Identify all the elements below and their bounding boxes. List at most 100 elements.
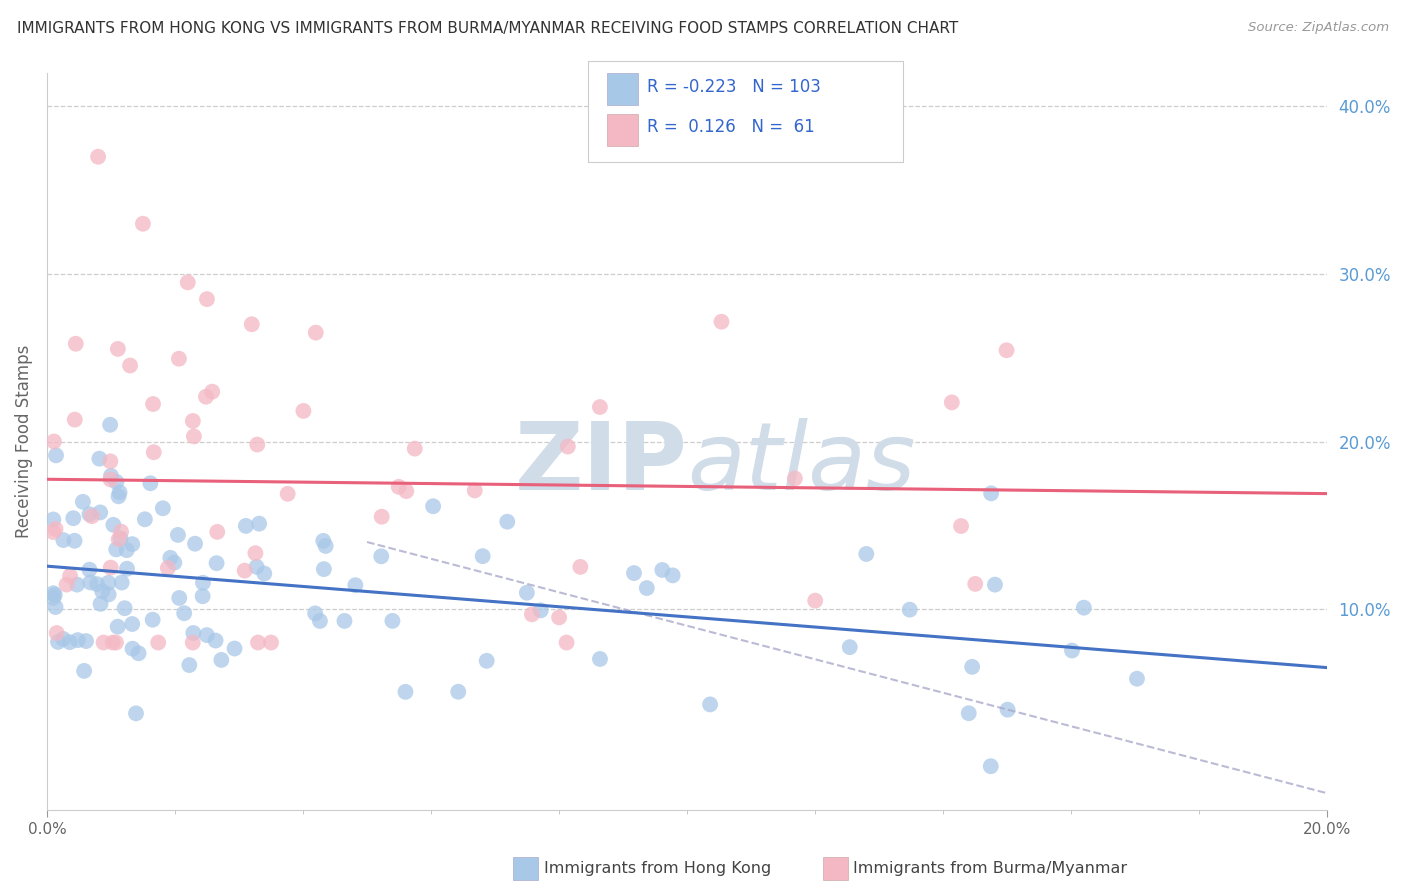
Point (115, 543, 138, 558)
Point (42, 524, 65, 539)
Text: ZIP: ZIP (515, 417, 688, 509)
Point (104, 635, 127, 649)
Point (995, 343, 1018, 358)
Point (100, 560, 122, 574)
Point (957, 706, 980, 721)
Point (555, 635, 578, 649)
Point (623, 566, 645, 580)
Point (388, 480, 411, 494)
Point (79, 563, 101, 577)
Point (855, 547, 877, 561)
Point (191, 589, 214, 603)
Point (115, 562, 138, 576)
Point (73, 664, 96, 678)
Point (699, 698, 721, 712)
Point (42, 586, 65, 600)
Point (120, 359, 142, 373)
Point (344, 578, 367, 592)
Point (980, 759, 1002, 773)
Point (114, 601, 136, 615)
Point (233, 564, 256, 578)
Point (245, 546, 267, 560)
Text: R = -0.223   N = 103: R = -0.223 N = 103 (647, 78, 821, 95)
Point (173, 606, 195, 620)
Point (191, 575, 214, 590)
Point (838, 640, 860, 654)
Point (105, 475, 128, 489)
Point (370, 509, 392, 524)
Point (404, 442, 426, 456)
Point (245, 559, 267, 574)
Point (520, 607, 543, 622)
Point (710, 315, 733, 329)
Point (159, 550, 181, 565)
Point (156, 561, 179, 575)
Point (304, 607, 326, 621)
Point (90, 597, 112, 611)
Point (235, 519, 257, 533)
Point (66, 633, 89, 648)
Point (79, 575, 101, 590)
Point (163, 556, 186, 570)
Point (277, 487, 299, 501)
Point (569, 560, 592, 574)
Point (207, 524, 229, 539)
Point (44, 600, 66, 615)
Point (247, 516, 270, 531)
Point (142, 445, 165, 459)
Y-axis label: Receiving Food Stamps: Receiving Food Stamps (15, 345, 32, 538)
Point (93, 635, 115, 649)
Point (134, 512, 156, 526)
Point (394, 685, 416, 699)
Point (121, 537, 143, 551)
Point (97, 587, 120, 601)
Point (240, 318, 263, 332)
Point (224, 641, 246, 656)
Point (121, 617, 143, 632)
Point (247, 635, 270, 649)
Point (950, 519, 973, 533)
Point (107, 342, 129, 356)
Point (107, 620, 129, 634)
Point (496, 515, 519, 529)
Point (142, 397, 165, 411)
Point (110, 531, 132, 545)
Point (86, 577, 108, 591)
Point (260, 635, 283, 649)
Text: Source: ZipAtlas.com: Source: ZipAtlas.com (1249, 21, 1389, 34)
Point (103, 517, 125, 532)
Point (960, 660, 983, 674)
Point (651, 563, 673, 577)
Point (98, 454, 121, 468)
Point (370, 549, 392, 564)
Point (105, 542, 128, 557)
Point (333, 614, 356, 628)
Point (107, 489, 129, 503)
Point (312, 562, 335, 576)
Point (179, 658, 201, 673)
Point (59, 569, 82, 583)
Point (87, 150, 110, 164)
Point (195, 390, 218, 404)
Point (516, 585, 538, 599)
Point (111, 575, 134, 590)
Point (42, 434, 65, 449)
Point (661, 568, 683, 582)
Point (63, 412, 86, 426)
Point (181, 414, 204, 428)
Point (395, 484, 418, 499)
Point (381, 614, 404, 628)
Point (52, 632, 75, 646)
Point (44, 588, 66, 602)
Point (167, 591, 190, 605)
Point (139, 476, 162, 491)
Point (204, 633, 226, 648)
Text: atlas: atlas (688, 418, 915, 509)
Point (65, 336, 87, 351)
Point (181, 635, 204, 649)
Point (589, 400, 612, 414)
Point (42, 591, 65, 605)
Point (183, 429, 205, 443)
Point (125, 706, 148, 721)
Point (167, 351, 190, 366)
